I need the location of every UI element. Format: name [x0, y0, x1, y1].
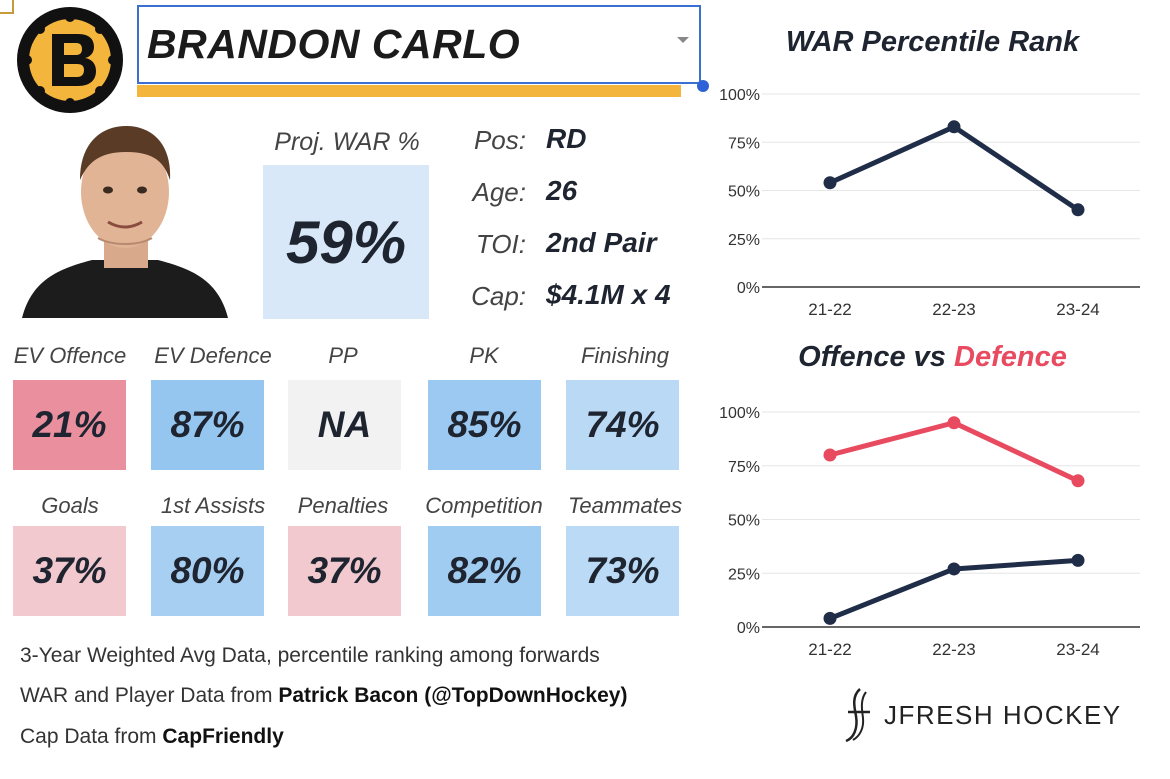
- info-value-pos: RD: [546, 123, 587, 154]
- x-tick-label: 23-24: [1056, 640, 1099, 659]
- x-tick-label: 21-22: [808, 300, 851, 319]
- ovd-title-offence: Offence vs: [798, 341, 954, 373]
- data-point: [947, 416, 961, 430]
- y-tick-label: 0%: [737, 280, 760, 297]
- chevron-down-icon[interactable]: [677, 37, 689, 43]
- footer-methodology: 3-Year Weighted Avg Data, percentile ran…: [20, 644, 600, 667]
- player-photo: [22, 118, 228, 318]
- proj-war-value: 59%: [285, 208, 407, 276]
- series-line: [828, 124, 1080, 212]
- y-tick-label: 100%: [719, 87, 760, 104]
- x-tick-label: 22-23: [932, 300, 975, 319]
- footer-cap-source: Cap Data from CapFriendly: [20, 725, 284, 749]
- player-select-dropdown[interactable]: BRANDON CARLO: [137, 5, 701, 84]
- info-label-pos: Pos:: [473, 125, 526, 155]
- info-value-age: 26: [546, 175, 578, 206]
- info-label-age: Age:: [472, 177, 527, 207]
- proj-war-label: Proj. WAR %: [274, 128, 420, 156]
- stat-label-pk: PK: [469, 343, 499, 368]
- x-tick-label: 21-22: [808, 640, 851, 659]
- stat-label-teammates: Teammates: [567, 493, 683, 518]
- stat-label-1st-assists: 1st Assists: [160, 493, 266, 518]
- stat-value-pk: 85%: [447, 404, 522, 445]
- footer-cap-source-name: CapFriendly: [162, 725, 284, 748]
- info-label-toi: TOI:: [475, 229, 526, 259]
- stat-box-goals: 37%: [13, 526, 126, 616]
- stat-box-penalties: 37%: [288, 526, 401, 616]
- offence-vs-defence-chart: 0% 25% 50% 75% 100% 21-22 22-23 23-24: [719, 405, 1140, 659]
- resize-handle[interactable]: [697, 80, 709, 92]
- stat-value-pp: NA: [317, 404, 372, 445]
- data-point: [823, 176, 837, 190]
- selection-corner-mark: [0, 0, 14, 14]
- x-tick-label: 23-24: [1056, 300, 1099, 319]
- stat-value-finishing: 74%: [585, 404, 660, 445]
- stat-label-goals: Goals: [41, 493, 99, 518]
- info-value-cap: $4.1M x 4: [546, 279, 671, 310]
- player-name: BRANDON CARLO: [147, 21, 521, 67]
- data-point: [1071, 474, 1085, 488]
- footer-cap-source-prefix: Cap Data from: [20, 725, 163, 748]
- war-percentile-chart: 0% 25% 50% 75% 100% 21-22 22-23 23-24: [719, 87, 1140, 319]
- series-line: [829, 420, 1080, 484]
- stat-box-ev-defence: 87%: [151, 380, 264, 470]
- proj-war-box: 59%: [263, 165, 429, 319]
- stat-value-ev-offence: 21%: [32, 404, 107, 445]
- brand-name: JFRESH HOCKEY: [884, 700, 1122, 730]
- stat-value-goals: 37%: [32, 550, 107, 591]
- y-tick-label: 50%: [728, 513, 760, 530]
- stat-box-competition: 82%: [428, 526, 541, 616]
- stat-box-ev-offence: 21%: [13, 380, 126, 470]
- stat-box-1st-assists: 80%: [151, 526, 264, 616]
- y-tick-label: 75%: [728, 135, 760, 152]
- ovd-chart-title: Offence vs Defence: [720, 341, 1145, 374]
- stat-value-ev-defence: 87%: [170, 404, 245, 445]
- data-point: [947, 120, 961, 134]
- y-tick-label: 75%: [728, 459, 760, 476]
- x-tick-label: 22-23: [932, 640, 975, 659]
- y-tick-label: 25%: [728, 232, 760, 249]
- war-chart-title: WAR Percentile Rank: [785, 26, 1080, 58]
- info-label-cap: Cap:: [471, 281, 526, 311]
- ovd-title-defence: Defence: [954, 341, 1067, 373]
- stat-value-penalties: 37%: [307, 550, 382, 591]
- data-point: [1071, 553, 1085, 567]
- stat-label-pp: PP: [328, 343, 358, 368]
- y-tick-label: 50%: [728, 184, 760, 201]
- data-point: [823, 448, 837, 462]
- stat-label-finishing: Finishing: [580, 343, 670, 368]
- data-point: [947, 562, 961, 576]
- accent-bar: [137, 85, 681, 97]
- footer-war-source-prefix: WAR and Player Data from: [20, 684, 279, 707]
- stat-label-ev-defence: EV Defence: [154, 343, 272, 368]
- stat-box-pk: 85%: [428, 380, 541, 470]
- stat-box-pp: NA: [288, 380, 401, 470]
- data-point: [1071, 203, 1085, 217]
- data-point: [823, 611, 837, 625]
- team-logo: [14, 6, 126, 114]
- stat-value-teammates: 73%: [585, 550, 660, 591]
- y-tick-label: 0%: [737, 620, 760, 637]
- stat-value-1st-assists: 80%: [170, 550, 245, 591]
- stat-label-competition: Competition: [425, 493, 543, 518]
- stat-label-penalties: Penalties: [297, 493, 389, 518]
- y-tick-label: 25%: [728, 566, 760, 583]
- stat-value-competition: 82%: [447, 550, 522, 591]
- stat-box-finishing: 74%: [566, 380, 679, 470]
- stat-box-teammates: 73%: [566, 526, 679, 616]
- y-tick-label: 100%: [719, 405, 760, 422]
- jfresh-logo-icon: [840, 686, 874, 749]
- info-value-toi: 2nd Pair: [546, 227, 657, 258]
- footer-war-source: WAR and Player Data from Patrick Bacon (…: [20, 684, 627, 708]
- footer-war-source-name: Patrick Bacon (@TopDownHockey): [278, 684, 628, 707]
- stat-label-ev-offence: EV Offence: [13, 343, 127, 368]
